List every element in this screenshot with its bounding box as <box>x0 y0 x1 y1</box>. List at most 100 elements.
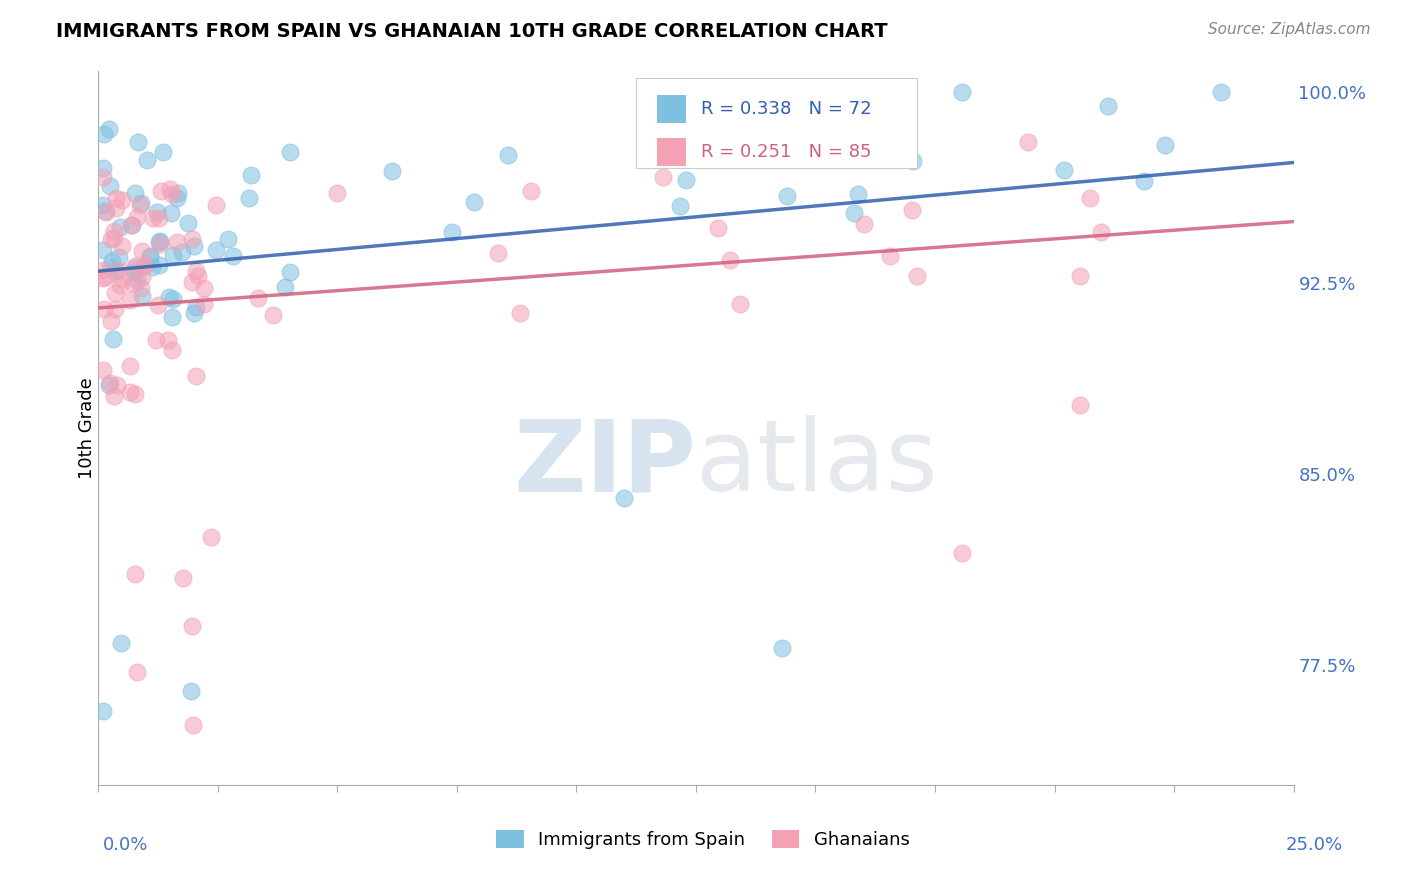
Point <box>239 168 262 182</box>
Point <box>950 545 973 559</box>
Point <box>1078 191 1101 205</box>
Point <box>1154 137 1177 152</box>
Point <box>770 640 793 655</box>
Point <box>166 235 188 249</box>
Point <box>509 306 531 320</box>
Point <box>105 378 128 392</box>
Point <box>132 260 155 274</box>
Point <box>181 275 204 289</box>
Point <box>652 170 675 185</box>
Point <box>1069 398 1091 412</box>
Point <box>104 302 127 317</box>
Point <box>107 250 129 264</box>
Point <box>110 636 132 650</box>
Point <box>91 262 114 277</box>
Point <box>728 297 751 311</box>
Point <box>160 310 183 324</box>
Point <box>91 243 114 257</box>
Point <box>879 249 901 263</box>
Point <box>200 530 222 544</box>
Point <box>111 239 134 253</box>
Point <box>111 271 134 285</box>
Point <box>463 195 485 210</box>
Point <box>172 244 194 259</box>
Point <box>828 103 851 117</box>
Text: Source: ZipAtlas.com: Source: ZipAtlas.com <box>1208 22 1371 37</box>
Point <box>183 717 205 731</box>
Point <box>98 260 121 274</box>
Point <box>848 187 870 202</box>
Point <box>93 301 115 316</box>
Point <box>1211 85 1233 99</box>
Point <box>720 252 742 267</box>
Point <box>96 205 118 219</box>
Point <box>142 211 165 226</box>
Point <box>124 186 146 201</box>
Point <box>262 308 284 322</box>
Point <box>669 199 692 213</box>
Legend: Immigrants from Spain, Ghanaians: Immigrants from Spain, Ghanaians <box>489 822 917 856</box>
Point <box>172 571 194 585</box>
Point <box>205 243 228 257</box>
Point <box>901 202 924 217</box>
Point <box>1069 268 1091 283</box>
Point <box>110 219 132 234</box>
Point <box>520 185 543 199</box>
Point <box>94 270 117 285</box>
Point <box>91 198 114 212</box>
Point <box>486 246 509 260</box>
Point <box>100 253 122 268</box>
Text: ZIP: ZIP <box>513 416 696 512</box>
Point <box>120 293 142 307</box>
Point <box>160 206 183 220</box>
Point <box>181 619 204 633</box>
Point <box>127 272 149 286</box>
Point <box>440 225 463 239</box>
Point <box>180 684 202 698</box>
Point <box>125 665 148 680</box>
Point <box>1017 135 1039 149</box>
Point <box>120 218 142 232</box>
Point <box>129 280 152 294</box>
Point <box>135 153 157 167</box>
Point <box>128 198 150 212</box>
FancyBboxPatch shape <box>637 78 917 168</box>
Point <box>707 220 730 235</box>
Point <box>205 198 228 212</box>
Point <box>124 386 146 401</box>
Point <box>148 258 170 272</box>
Point <box>108 263 131 277</box>
Point <box>122 276 145 290</box>
Point <box>842 206 865 220</box>
Point <box>91 363 114 377</box>
Text: 25.0%: 25.0% <box>1285 836 1343 854</box>
Text: R = 0.338   N = 72: R = 0.338 N = 72 <box>700 100 872 118</box>
Point <box>124 566 146 581</box>
Point <box>187 268 209 283</box>
Point <box>139 251 162 265</box>
Point <box>183 306 205 320</box>
Text: 0.0%: 0.0% <box>103 836 148 854</box>
Point <box>127 136 149 150</box>
Point <box>950 85 973 99</box>
Point <box>98 179 121 194</box>
Point <box>247 291 270 305</box>
Point <box>1133 174 1156 188</box>
Point <box>181 232 204 246</box>
Point <box>1097 99 1119 113</box>
Point <box>160 186 183 201</box>
Point <box>122 264 145 278</box>
Point <box>613 491 636 505</box>
Point <box>111 194 134 208</box>
Point <box>870 151 893 165</box>
Point <box>103 389 125 403</box>
Text: IMMIGRANTS FROM SPAIN VS GHANAIAN 10TH GRADE CORRELATION CHART: IMMIGRANTS FROM SPAIN VS GHANAIAN 10TH G… <box>56 22 887 41</box>
Point <box>91 271 114 285</box>
Point <box>131 244 153 258</box>
Point <box>124 259 146 273</box>
Point <box>118 359 141 374</box>
Point <box>146 205 169 219</box>
Point <box>105 201 128 215</box>
Point <box>186 300 208 314</box>
Point <box>1090 225 1112 239</box>
